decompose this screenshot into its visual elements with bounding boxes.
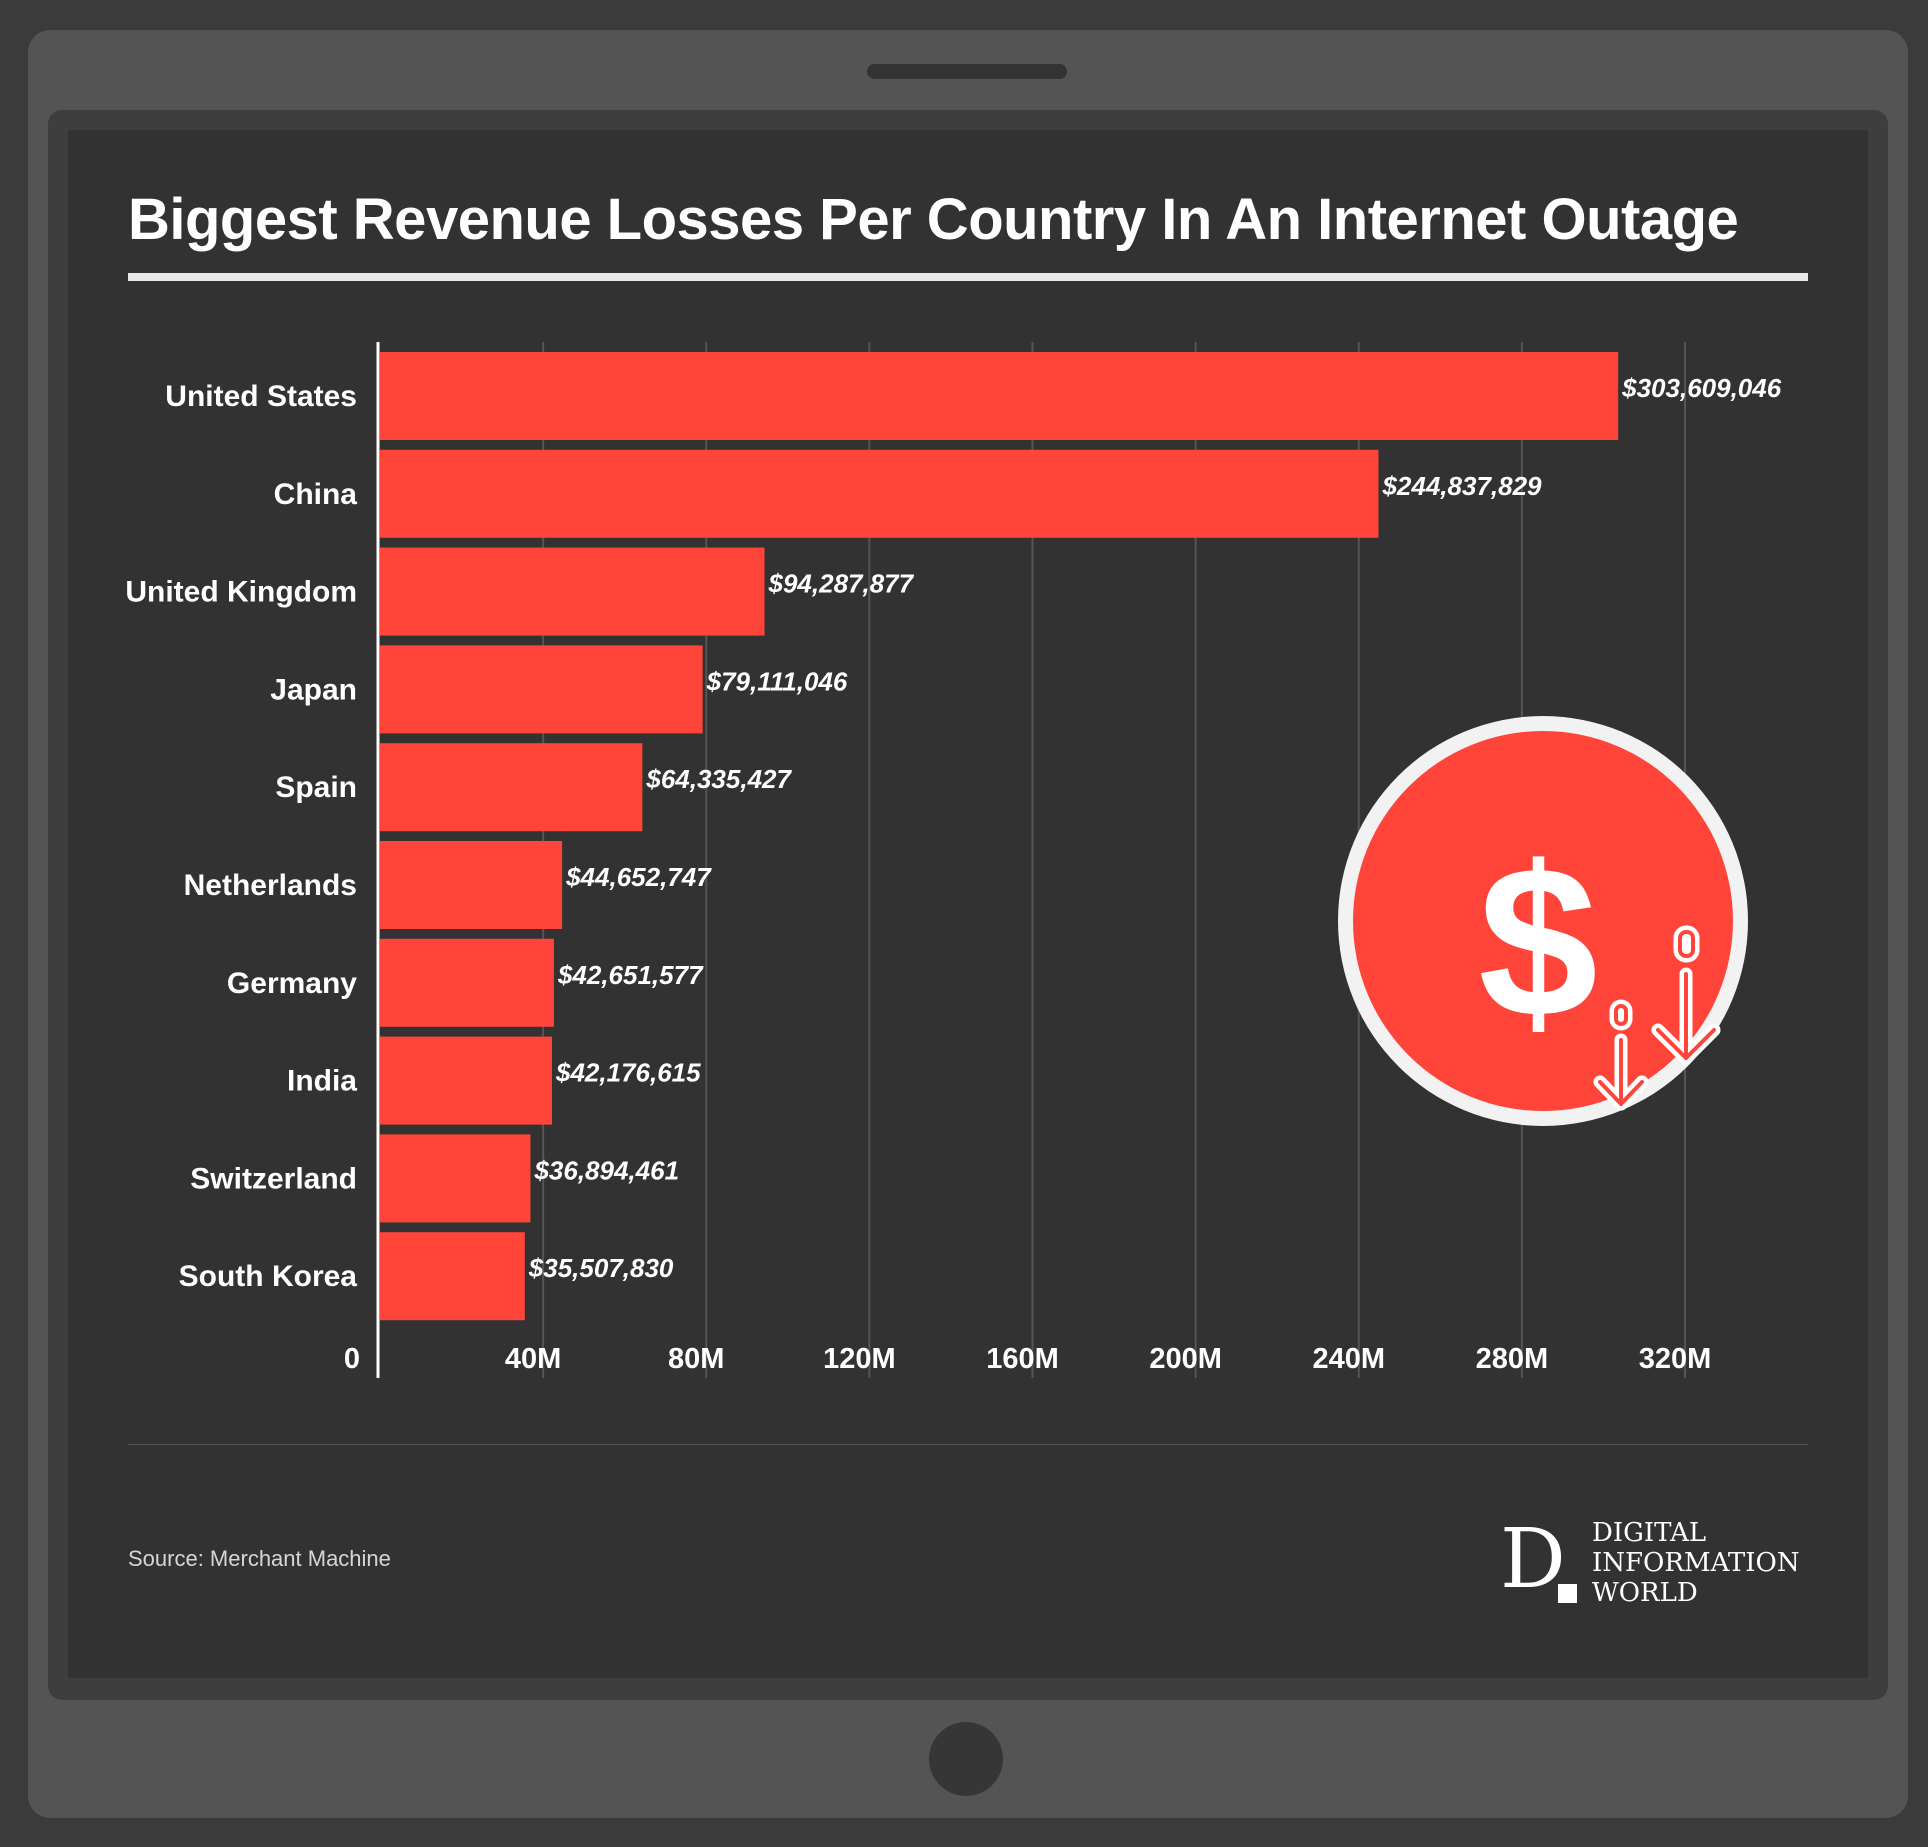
category-label: Switzerland xyxy=(190,1162,357,1195)
value-label: $44,652,747 xyxy=(565,862,712,892)
tablet-speaker xyxy=(867,64,1067,79)
x-tick-label: 280M xyxy=(1476,1343,1549,1375)
bar xyxy=(380,449,1379,538)
value-label: $35,507,830 xyxy=(528,1253,674,1283)
x-tick-label: 40M xyxy=(505,1343,561,1375)
logo-wordmark: DIGITAL INFORMATION WORLD xyxy=(1592,1518,1800,1608)
bar xyxy=(380,547,765,636)
dollar-down-icon: $ xyxy=(1338,716,1748,1126)
category-label: United States xyxy=(165,380,357,413)
bar xyxy=(380,645,703,734)
bar xyxy=(380,1134,531,1223)
title-underline xyxy=(128,273,1808,281)
bar xyxy=(380,938,554,1027)
bar xyxy=(380,841,563,929)
value-label: $303,609,046 xyxy=(1621,373,1782,403)
bar xyxy=(380,352,1619,440)
dollar-sign: $ xyxy=(1478,821,1598,1062)
category-label: Spain xyxy=(275,771,357,804)
value-label: $94,287,877 xyxy=(768,569,915,599)
category-label: India xyxy=(287,1065,357,1098)
category-label: China xyxy=(274,478,358,511)
digital-information-world-logo: D DIGITAL INFORMATION WORLD xyxy=(1500,1510,1820,1610)
bar xyxy=(380,743,643,832)
x-tick-label: 0 xyxy=(344,1343,360,1375)
logo-line-1: DIGITAL xyxy=(1592,1518,1707,1548)
x-tick-label: 200M xyxy=(1149,1343,1222,1375)
footer-divider xyxy=(128,1444,1808,1445)
x-tick-label: 320M xyxy=(1639,1343,1712,1375)
value-label: $42,176,615 xyxy=(555,1058,701,1088)
x-tick-label: 240M xyxy=(1312,1343,1385,1375)
x-tick-label: 80M xyxy=(668,1343,724,1375)
x-tick-label: 160M xyxy=(986,1343,1059,1375)
labels: 0 40M 80M 120M 160M 200M 240M 280M 320M United St… xyxy=(125,373,1781,1375)
chart-title: Biggest Revenue Losses Per Country In An… xyxy=(128,187,1739,252)
bar xyxy=(380,1232,525,1321)
tablet-home-button xyxy=(929,1722,1003,1796)
category-label: Netherlands xyxy=(184,869,357,902)
value-label: $79,111,046 xyxy=(706,666,848,696)
value-label: $64,335,427 xyxy=(645,764,792,794)
logo-line-2: INFORMATION xyxy=(1592,1548,1800,1578)
logo-letter: D xyxy=(1500,1512,1566,1607)
bar xyxy=(380,1036,553,1125)
logo-line-3: WORLD xyxy=(1592,1578,1698,1608)
value-label: $244,837,829 xyxy=(1381,471,1542,501)
value-label: $36,894,461 xyxy=(533,1155,679,1185)
value-label: $42,651,577 xyxy=(557,960,704,990)
source-note: Source: Merchant Machine xyxy=(128,1546,391,1571)
category-label: South Korea xyxy=(179,1260,358,1293)
category-label: United Kingdom xyxy=(125,576,357,609)
category-label: Japan xyxy=(270,673,357,706)
bars xyxy=(380,352,1619,1321)
logo-square xyxy=(1558,1584,1577,1603)
x-tick-label: 120M xyxy=(823,1343,896,1375)
category-label: Germany xyxy=(227,967,357,1000)
